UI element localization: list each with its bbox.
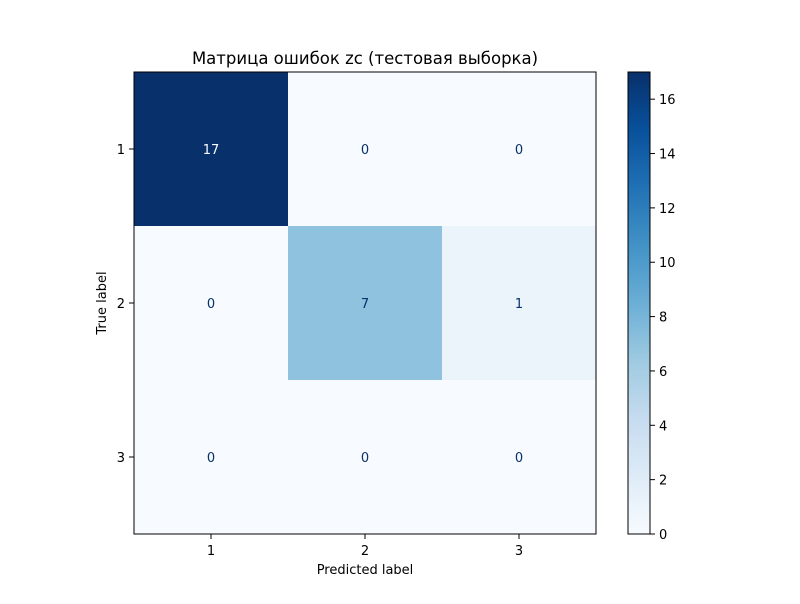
y-axis-ticks: 1 2 3 [117,143,134,466]
matrix-value-2-2: 7 [361,297,369,312]
matrix-value-3-3: 0 [515,451,523,466]
x-tick-label-3: 3 [515,544,523,559]
colorbar-tick-label-16: 16 [659,93,676,108]
x-tick-label-2: 2 [361,544,369,559]
colorbar-tick-label-10: 10 [659,256,676,271]
matrix-cell-1-3 [442,72,596,226]
matrix-cell-3-1 [134,380,288,534]
colorbar-tick-label-6: 6 [659,365,667,380]
y-tick-label-3: 3 [117,451,125,466]
colorbar-tick-label-4: 4 [659,419,667,434]
colorbar-tick-label-14: 14 [659,148,676,163]
colorbar-tick-label-8: 8 [659,311,667,326]
colorbar-tick-label-0: 0 [659,528,667,543]
matrix-cell-labels: 17 0 0 0 7 1 0 0 0 [203,143,523,466]
matrix-cell-3-2 [288,380,442,534]
matrix-value-3-2: 0 [361,451,369,466]
matrix-cell-2-3 [442,226,596,380]
matrix-value-3-1: 0 [207,451,215,466]
matrix-cell-2-1 [134,226,288,380]
matrix-value-1-2: 0 [361,143,369,158]
chart-title: Матрица ошибок zc (тестовая выборка) [192,49,538,68]
matrix-value-2-3: 1 [515,297,523,312]
matrix-cell-2-2 [288,226,442,380]
matrix-value-1-3: 0 [515,143,523,158]
x-axis-ticks: 1 2 3 [207,534,523,559]
x-tick-label-1: 1 [207,544,215,559]
x-axis-label: Predicted label [317,563,414,578]
matrix-cell-1-1 [134,72,288,226]
matrix-value-1-1: 17 [203,143,220,158]
y-axis-label: True label [95,271,110,335]
matrix-cell-3-3 [442,380,596,534]
colorbar [627,71,651,535]
matrix-value-2-1: 0 [207,297,215,312]
matrix-cell-1-2 [288,72,442,226]
colorbar-tick-label-12: 12 [659,202,676,217]
y-tick-label-1: 1 [117,143,125,158]
colorbar-tick-label-2: 2 [659,474,667,489]
y-tick-label-2: 2 [117,297,125,312]
matrix-cells [134,72,596,534]
colorbar-ticks: 0 2 4 6 8 10 12 14 16 [650,93,676,543]
